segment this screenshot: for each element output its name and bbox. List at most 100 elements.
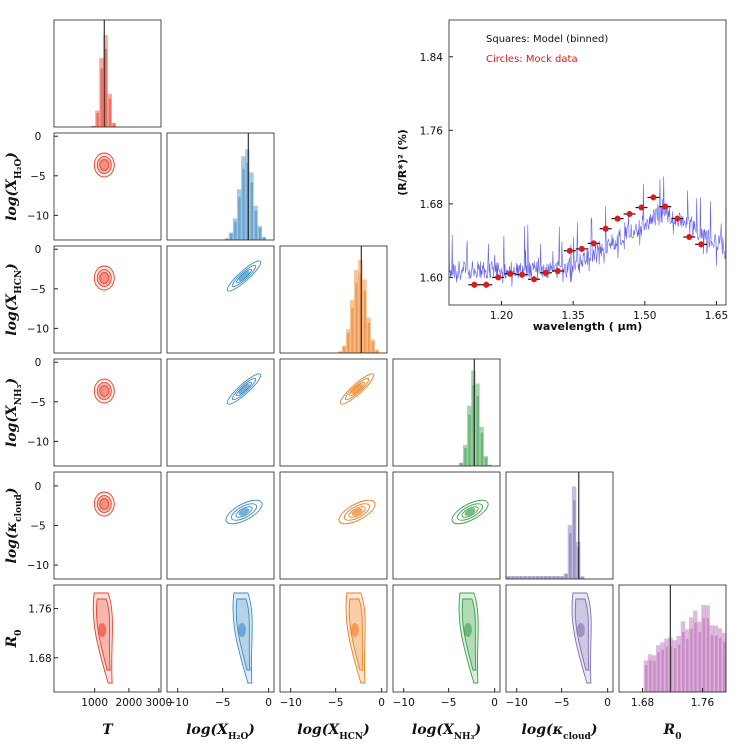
contour-h2o-nh3: [226, 373, 262, 405]
contour-core: [238, 270, 250, 282]
histogram-bar: [702, 618, 706, 692]
histogram-bar: [649, 659, 652, 692]
axis-label-main: R: [663, 722, 676, 738]
spectrum-y-tick-label: 1.68: [420, 199, 443, 211]
contour-T-R0: [92, 592, 113, 684]
histogram-bar: [694, 622, 697, 692]
histogram-bar: [644, 665, 648, 692]
spectrum-x-tick-label: 1.35: [561, 310, 584, 322]
contour-core: [351, 383, 363, 395]
histogram-h2o: [224, 149, 267, 240]
mock-data-point: [674, 215, 681, 222]
histogram-bar: [511, 576, 514, 579]
histogram-bar: [548, 576, 551, 579]
contour-core: [463, 623, 472, 637]
panel-frame-h2o-hcn: [166, 245, 275, 354]
contour-level: [92, 592, 113, 684]
y-tick-label: 1.68: [28, 653, 51, 665]
panel-frame-hcn-kcloud: [279, 471, 388, 580]
mock-data-point: [471, 281, 478, 288]
histogram-bar: [531, 576, 535, 579]
axis-label-main: log(X: [4, 293, 20, 336]
contour-core: [238, 383, 250, 395]
histogram-bar: [552, 576, 555, 579]
x-axis-label-R0: R0: [663, 722, 682, 742]
spectrum-x-tick-label: 1.50: [633, 310, 656, 322]
panel-frame-T-nh3: [53, 358, 162, 467]
contour-level: [231, 377, 257, 401]
axis-label-close: ): [4, 488, 20, 496]
mock-data-point: [686, 233, 693, 240]
panel-frame-T-T: [53, 19, 162, 128]
mock-data-point: [602, 225, 609, 232]
histogram-bar: [519, 576, 523, 579]
contour-level: [231, 264, 257, 288]
histogram-bar: [686, 638, 689, 692]
contour-level: [344, 377, 370, 401]
contour-hcn-kcloud: [338, 499, 376, 525]
histogram-bar: [706, 618, 710, 692]
histogram-bar: [657, 652, 660, 692]
x-tick-label: −5: [554, 697, 569, 709]
histogram-bar: [351, 308, 354, 353]
x-tick-label: 2000: [116, 697, 143, 709]
x-axis-label-nh3: log(XNH₃): [412, 722, 481, 742]
histogram-bar: [568, 533, 572, 579]
axis-label-main: log(κ: [522, 722, 564, 738]
panel-frame-T-kcloud: [53, 471, 162, 580]
contour-level: [96, 156, 112, 174]
histogram-bar: [371, 341, 375, 353]
panel-frame-T-h2o: [53, 132, 162, 241]
x-axis-label-h2o: log(XH₂O): [186, 722, 255, 742]
panel-frame-hcn-R0: [279, 584, 388, 693]
histogram-bar: [96, 113, 99, 127]
histogram-bar: [262, 237, 266, 240]
axis-label-main: log(X: [4, 404, 20, 447]
y-tick-label: −10: [27, 436, 49, 448]
y-axis-label-R0: R0: [4, 630, 24, 649]
panel-frame-kcloud-kcloud: [505, 471, 614, 580]
contour-core: [464, 508, 476, 516]
histogram-bar: [359, 273, 362, 353]
y-tick-label: 0: [35, 357, 42, 369]
histogram-bar: [242, 168, 245, 240]
contour-level: [230, 503, 258, 521]
histogram-bar: [225, 238, 229, 240]
histogram-bar: [258, 228, 262, 240]
mock-data-point: [614, 215, 621, 222]
histogram-bar: [484, 457, 488, 466]
y-tick-label: −5: [30, 397, 45, 409]
x-tick-label: −10: [167, 697, 189, 709]
x-tick-label: 1000: [81, 697, 108, 709]
panel-frame-h2o-nh3: [166, 358, 275, 467]
contour-level: [348, 506, 366, 518]
axis-label-main: log(X: [4, 178, 20, 221]
histogram-bar: [472, 384, 475, 466]
histogram-bar: [690, 628, 693, 692]
histogram-bar: [527, 576, 531, 579]
x-tick-label: −5: [441, 697, 456, 709]
histogram-bar: [540, 576, 543, 579]
axis-label-main: T: [102, 722, 114, 738]
contour-level: [96, 495, 112, 513]
histogram-bar: [710, 635, 714, 692]
legend-squares: Squares: Model (binned): [486, 34, 608, 45]
panel-frame-nh3-kcloud: [392, 471, 501, 580]
spectrum-x-tick-label: 1.20: [490, 310, 513, 322]
mock-data-point: [483, 281, 490, 288]
contour-level: [226, 260, 262, 292]
mock-data-point: [507, 270, 514, 277]
histogram-bar: [507, 576, 510, 579]
panel-frame-h2o-R0: [166, 584, 275, 693]
contour-level: [96, 382, 112, 400]
axis-label-main: log(X: [186, 722, 229, 738]
contour-level: [99, 498, 110, 510]
contour-level: [99, 272, 110, 284]
mock-data-point: [554, 267, 561, 274]
y-axis-label-h2o: log(XH₂O): [4, 152, 24, 221]
histogram-bar: [234, 221, 237, 240]
contour-h2o-kcloud: [225, 499, 263, 525]
histogram-bar: [468, 414, 471, 466]
mock-data-point: [698, 241, 705, 248]
contour-core: [576, 623, 585, 637]
